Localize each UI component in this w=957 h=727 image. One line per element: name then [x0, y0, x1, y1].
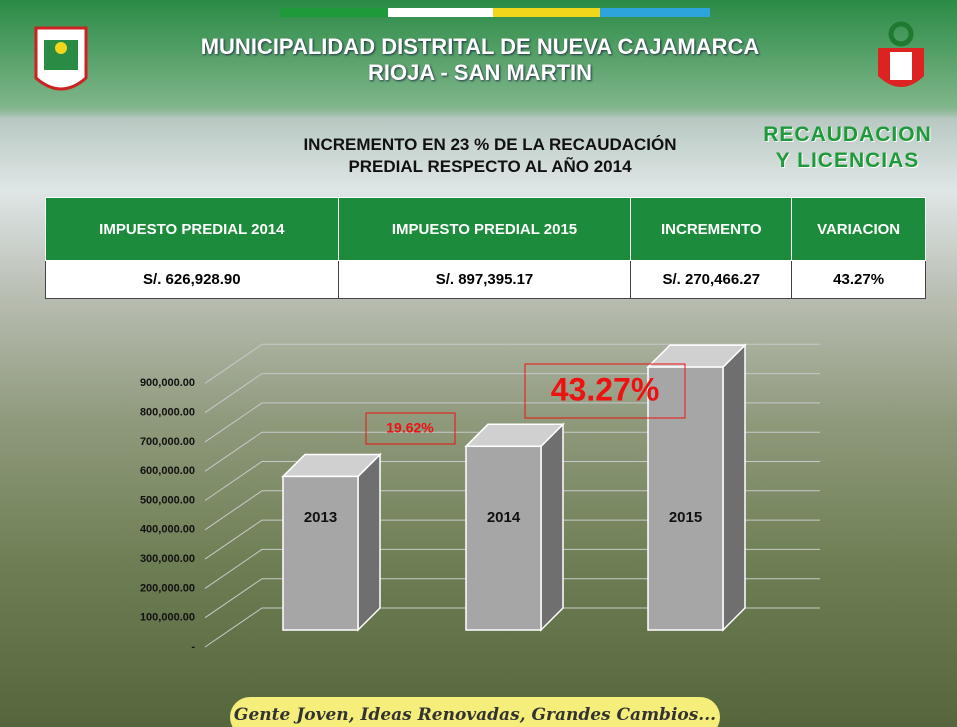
y-tick-label: 200,000.00 — [140, 582, 195, 594]
bar-category-label: 2014 — [487, 509, 521, 526]
bar-category-label: 2013 — [304, 509, 337, 526]
bar — [466, 446, 541, 630]
y-tick-label: 700,000.00 — [140, 436, 195, 448]
y-tick-label: 400,000.00 — [140, 524, 195, 536]
y-tick-label: - — [191, 641, 195, 653]
annotation: 19.62% — [386, 420, 434, 436]
y-tick-label: 600,000.00 — [140, 465, 195, 477]
y-tick-label: 500,000.00 — [140, 494, 195, 506]
y-tick-label: 300,000.00 — [140, 553, 195, 565]
bar — [283, 476, 358, 630]
y-tick-label: 800,000.00 — [140, 407, 195, 419]
chart: - 100,000.00 200,000.00 300,000.00 400,000.0… — [0, 0, 957, 727]
bar-side — [723, 345, 745, 630]
y-tick-label: 900,000.00 — [140, 377, 195, 389]
y-tick-label: 100,000.00 — [140, 612, 195, 624]
bar-side — [541, 424, 563, 630]
bar-side — [358, 454, 380, 630]
footer-slogan: Gente Joven, Ideas Renovadas, Grandes Ca… — [230, 697, 720, 727]
slide: MUNICIPALIDAD DISTRITAL DE NUEVA CAJAMAR… — [0, 0, 957, 727]
bar-category-label: 2015 — [669, 509, 702, 526]
annotation: 43.27% — [551, 371, 660, 407]
